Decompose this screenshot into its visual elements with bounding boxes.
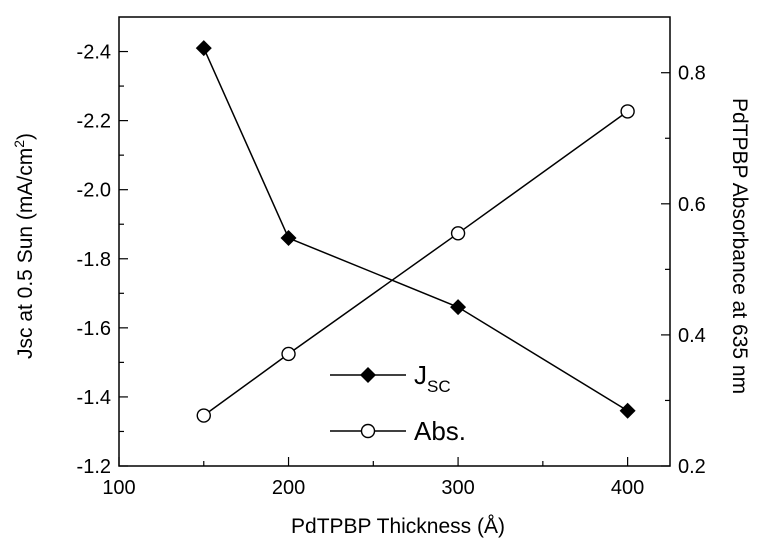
y-axis-title: Jsc at 0.5 Sun (mA/cm2) — [11, 133, 37, 359]
data-point-series-2 — [196, 408, 211, 423]
y-axis-title-sup: 2 — [11, 140, 27, 148]
x-tick-label: 400 — [611, 477, 644, 499]
x-tick-label: 100 — [102, 477, 135, 499]
legend-label-main: J — [414, 360, 427, 390]
legend-marker-2 — [360, 423, 376, 439]
y2-tick-label: 0.6 — [678, 194, 706, 216]
data-point-series-1 — [195, 40, 212, 57]
y-tick-label: -1.4 — [77, 387, 111, 409]
series-line-1 — [203, 47, 629, 412]
y2-axis-title: PdTPBP Absorbance at 635 nm — [728, 98, 751, 394]
legend-label-sub: SC — [427, 377, 451, 396]
legend-label-main: Abs. — [414, 416, 466, 446]
y2-tick-label: 0.2 — [678, 456, 706, 478]
y-tick-label: -1.8 — [77, 249, 111, 271]
legend-label-2: Abs. — [414, 416, 466, 446]
data-point-series-2 — [620, 104, 635, 119]
data-point-series-1 — [280, 230, 297, 247]
data-point-series-1 — [619, 402, 636, 419]
y2-tick-label: 0.8 — [678, 63, 706, 85]
y-tick-label: -1.2 — [77, 456, 111, 478]
y2-tick-label: 0.4 — [678, 325, 706, 347]
y-tick-label: -1.6 — [77, 318, 111, 340]
x-tick-label: 300 — [441, 477, 474, 499]
series-line-2 — [203, 110, 629, 417]
legend-label-1: JSC — [414, 360, 451, 396]
data-point-series-1 — [450, 299, 467, 316]
y-tick-label: -2.4 — [77, 42, 111, 64]
y-axis-title-close: ) — [14, 133, 37, 140]
legend-marker-1 — [360, 367, 376, 383]
data-point-series-2 — [281, 346, 296, 362]
y-tick-label: -2.2 — [77, 111, 111, 133]
x-tick-label: 200 — [272, 477, 305, 499]
data-point-series-2 — [450, 226, 466, 241]
x-axis-title: PdTPBP Thickness (Å) — [291, 515, 505, 538]
plot-layer: 100 200 300 400 -1.2 -1.4 -1.6 -1.8 -2.0 -2.2 -2.4… — [77, 16, 706, 499]
plot-frame — [118, 16, 671, 467]
y-tick-label: -2.0 — [77, 180, 111, 202]
y-axis-title-text: Jsc at 0.5 Sun (mA/cm — [14, 148, 37, 359]
